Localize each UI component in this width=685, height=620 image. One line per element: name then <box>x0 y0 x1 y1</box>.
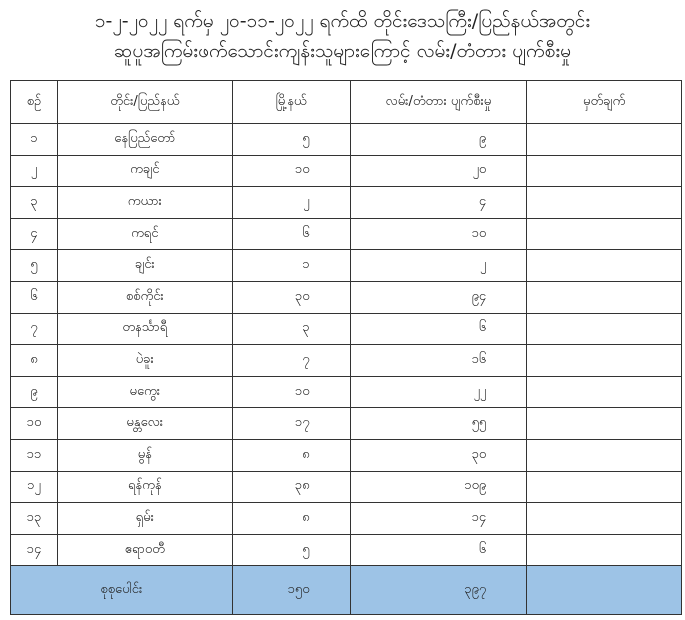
header-damage: လမ်း/တံတား ပျက်စီးမှု <box>349 80 528 124</box>
header-row: စဉ် တိုင်း/ပြည်နယ် မြို့နယ် လမ်း/တံတား ပ… <box>10 80 682 124</box>
table-row: ၇တနင်္သာရီ၃၆ <box>10 312 682 346</box>
cell-no: ၁၂ <box>10 470 58 504</box>
cell-no: ၉ <box>10 375 58 409</box>
cell-township: ၆ <box>231 217 351 251</box>
table-row: ၂ကချင် ၁၀ ၂၀ <box>10 154 682 188</box>
cell-township: ၅ <box>231 533 351 567</box>
cell-no: ၁၁ <box>10 438 58 472</box>
table-row: ၁နေပြည်တော်၅၉ <box>10 123 682 156</box>
cell-remarks <box>526 502 682 535</box>
cell-township: ၂ <box>231 186 351 219</box>
cell-no: ၁ <box>10 123 58 156</box>
cell-region: မွန် <box>56 438 233 472</box>
cell-township: ၃၈ <box>231 470 351 504</box>
cell-no: ၂ <box>10 154 58 188</box>
cell-region: မကွေး <box>56 375 233 409</box>
cell-township: ၃ <box>231 312 351 346</box>
cell-remarks <box>526 470 682 504</box>
table-row: ၁၄ ဧရာဝတီ၅၆ <box>10 533 682 567</box>
cell-region: နေပြည်တော် <box>56 123 233 156</box>
table-row: ၆စစ်ကိုင်း ၃၀ ၉၄ <box>10 280 682 314</box>
table-row: ၁၁ မွန်၈၃၀ <box>10 438 682 472</box>
cell-township: ၁ <box>231 249 351 282</box>
total-remarks <box>526 565 682 616</box>
cell-township: ၁၀ <box>231 375 351 409</box>
cell-remarks <box>526 375 682 409</box>
cell-no: ၅ <box>10 249 58 282</box>
cell-no: ၇ <box>10 312 58 346</box>
cell-township: ၃၀ <box>231 280 351 314</box>
cell-no: ၆ <box>10 280 58 314</box>
header-township: မြို့နယ် <box>231 80 351 124</box>
cell-region: မန္တလေး <box>56 407 233 440</box>
table-row: ၁၀ မန္တလေး ၁၇ ၅၅ <box>10 407 682 440</box>
cell-remarks <box>526 123 682 156</box>
table-row: ၅ချင်း၁၂ <box>10 249 682 282</box>
cell-remarks <box>526 154 682 188</box>
cell-no: ၈ <box>10 344 58 377</box>
cell-region: ချင်း <box>56 249 233 282</box>
total-townships: ၁၅၀ <box>231 565 351 616</box>
cell-no: ၃ <box>10 186 58 219</box>
cell-township: ၅ <box>231 123 351 156</box>
table-row: ၈ပဲခူး၇၁၆ <box>10 344 682 377</box>
header-no: စဉ် <box>10 80 58 124</box>
cell-damage: ၁၀ <box>349 217 528 251</box>
cell-damage: ၃၀ <box>349 438 528 472</box>
cell-region: ရှမ်း <box>56 502 233 535</box>
header-remarks: မှတ်ချက် <box>526 80 682 124</box>
cell-remarks <box>526 312 682 346</box>
cell-region: ကယား <box>56 186 233 219</box>
cell-township: ၁၀ <box>231 154 351 188</box>
cell-township: ၁၇ <box>231 407 351 440</box>
cell-damage: ၅၅ <box>349 407 528 440</box>
cell-remarks <box>526 407 682 440</box>
table-row: ၁၃ ရှမ်း၈၁၄ <box>10 502 682 535</box>
cell-region: ကချင် <box>56 154 233 188</box>
document-title: ၁-၂-၂၀၂၂ ရက်မှ ၂၀-၁၁-၂၀၂၂ ရက်ထိ တိုင်းဒေ… <box>0 0 685 78</box>
cell-remarks <box>526 280 682 314</box>
cell-no: ၁၀ <box>10 407 58 440</box>
cell-damage: ၂၀ <box>349 154 528 188</box>
cell-remarks <box>526 249 682 282</box>
table-row: ၄ကရင်၆၁၀ <box>10 217 682 251</box>
table-row: ၉မကွေး ၁၀ ၂၂ <box>10 375 682 409</box>
total-label: စုစုပေါင်း <box>10 565 233 616</box>
cell-damage: ၉၄ <box>349 280 528 314</box>
cell-damage: ၁၆ <box>349 344 528 377</box>
cell-damage: ၄ <box>349 186 528 219</box>
title-line-1: ၁-၂-၂၀၂၂ ရက်မှ ၂၀-၁၁-၂၀၂၂ ရက်ထိ တိုင်းဒေ… <box>94 10 591 32</box>
cell-no: ၄ <box>10 217 58 251</box>
cell-damage: ၆ <box>349 533 528 567</box>
title-line-2: ဆူပူအကြမ်းဖက်သောင်းကျန်းသူများကြောင့် လမ… <box>113 40 572 62</box>
cell-damage: ၉ <box>349 123 528 156</box>
cell-remarks <box>526 217 682 251</box>
cell-region: ပဲခူး <box>56 344 233 377</box>
cell-damage: ၂ <box>349 249 528 282</box>
table-row: ၃ကယား၂၄ <box>10 186 682 219</box>
header-region: တိုင်း/ပြည်နယ် <box>56 80 233 124</box>
cell-remarks <box>526 533 682 567</box>
cell-region: စစ်ကိုင်း <box>56 280 233 314</box>
cell-township: ၈ <box>231 438 351 472</box>
cell-damage: ၆ <box>349 312 528 346</box>
damage-table: စဉ် တိုင်း/ပြည်နယ် မြို့နယ် လမ်း/တံတား ပ… <box>10 80 682 616</box>
total-row: စုစုပေါင်း ၁၅၀ ၃၉၇ <box>10 565 682 616</box>
total-damage: ၃၉၇ <box>349 565 528 616</box>
cell-remarks <box>526 344 682 377</box>
cell-remarks <box>526 186 682 219</box>
cell-damage: ၁၄ <box>349 502 528 535</box>
cell-region: ရန်ကုန် <box>56 470 233 504</box>
cell-region: တနင်္သာရီ <box>56 312 233 346</box>
cell-township: ၈ <box>231 502 351 535</box>
table-row: ၁၂ ရန်ကုန် ၃၈ ၁၀၉ <box>10 470 682 504</box>
cell-no: ၁၃ <box>10 502 58 535</box>
cell-township: ၇ <box>231 344 351 377</box>
cell-no: ၁၄ <box>10 533 58 567</box>
cell-region: ဧရာဝတီ <box>56 533 233 567</box>
cell-damage: ၂၂ <box>349 375 528 409</box>
cell-region: ကရင် <box>56 217 233 251</box>
cell-remarks <box>526 438 682 472</box>
cell-damage: ၁၀၉ <box>349 470 528 504</box>
